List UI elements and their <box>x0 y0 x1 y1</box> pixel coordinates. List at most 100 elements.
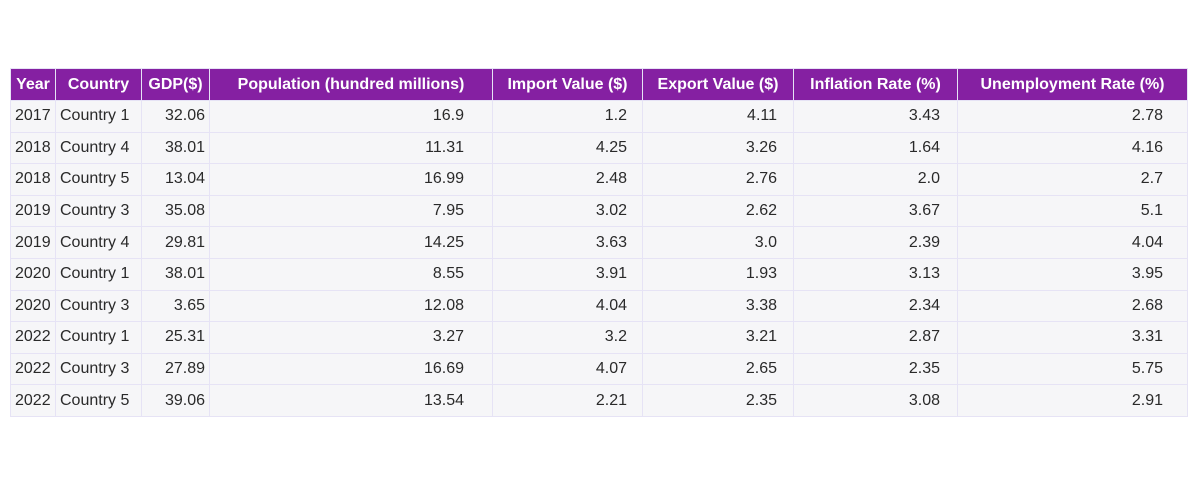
gdp-cell: 39.06 <box>141 384 210 417</box>
inflation-rate-cell: 2.34 <box>793 289 958 323</box>
import-value-cell: 3.91 <box>492 257 643 291</box>
import-value-cell: 1.2 <box>492 100 643 133</box>
import-value-cell: 4.25 <box>492 131 643 165</box>
import-value-cell: 3.63 <box>492 226 643 259</box>
population-cell: 7.95 <box>209 194 493 228</box>
data-table: Year Country GDP($) Population (hundred … <box>10 68 1188 417</box>
year-cell: 2019 <box>10 194 56 228</box>
table-row: 2022 Country 5 39.06 13.54 2.21 2.35 3.08 2.91 <box>10 384 1188 417</box>
gdp-cell: 13.04 <box>141 163 210 196</box>
export-value-cell: 2.35 <box>642 384 794 417</box>
inflation-rate-cell: 2.39 <box>793 226 958 259</box>
column-header-import-value: Import Value ($) <box>492 68 643 101</box>
export-value-cell: 3.21 <box>642 321 794 354</box>
gdp-cell: 25.31 <box>141 321 210 354</box>
import-value-cell: 4.04 <box>492 289 643 323</box>
export-value-cell: 3.26 <box>642 131 794 165</box>
country-cell: Country 3 <box>55 194 142 228</box>
unemployment-rate-cell: 2.78 <box>957 100 1188 133</box>
table-row: 2020 Country 3 3.65 12.08 4.04 3.38 2.34 2.68 <box>10 289 1188 323</box>
table-row: 2017 Country 1 32.06 16.9 1.2 4.11 3.43 2.78 <box>10 100 1188 133</box>
population-cell: 11.31 <box>209 131 493 165</box>
population-cell: 8.55 <box>209 257 493 291</box>
table-row: 2022 Country 3 27.89 16.69 4.07 2.65 2.35 5.75 <box>10 352 1188 386</box>
table-row: 2019 Country 4 29.81 14.25 3.63 3.0 2.39 4.04 <box>10 226 1188 259</box>
unemployment-rate-cell: 2.68 <box>957 289 1188 323</box>
population-cell: 16.99 <box>209 163 493 196</box>
year-cell: 2019 <box>10 226 56 259</box>
column-header-country: Country <box>55 68 142 101</box>
table-header-row: Year Country GDP($) Population (hundred … <box>10 68 1188 101</box>
export-value-cell: 1.93 <box>642 257 794 291</box>
country-cell: Country 4 <box>55 226 142 259</box>
export-value-cell: 3.0 <box>642 226 794 259</box>
country-cell: Country 1 <box>55 257 142 291</box>
column-header-year: Year <box>10 68 56 101</box>
gdp-cell: 38.01 <box>141 257 210 291</box>
population-cell: 13.54 <box>209 384 493 417</box>
column-header-export-value: Export Value ($) <box>642 68 794 101</box>
table-row: 2022 Country 1 25.31 3.27 3.2 3.21 2.87 3.31 <box>10 321 1188 354</box>
year-cell: 2020 <box>10 289 56 323</box>
year-cell: 2022 <box>10 352 56 386</box>
inflation-rate-cell: 3.08 <box>793 384 958 417</box>
gdp-cell: 35.08 <box>141 194 210 228</box>
table-body: 2017 Country 1 32.06 16.9 1.2 4.11 3.43 2.78 201… <box>10 100 1188 417</box>
table-row: 2019 Country 3 35.08 7.95 3.02 2.62 3.67 5.1 <box>10 194 1188 228</box>
inflation-rate-cell: 2.0 <box>793 163 958 196</box>
export-value-cell: 2.65 <box>642 352 794 386</box>
year-cell: 2022 <box>10 321 56 354</box>
gdp-cell: 29.81 <box>141 226 210 259</box>
unemployment-rate-cell: 2.91 <box>957 384 1188 417</box>
column-header-inflation-rate: Inflation Rate (%) <box>793 68 958 101</box>
gdp-cell: 38.01 <box>141 131 210 165</box>
inflation-rate-cell: 3.13 <box>793 257 958 291</box>
population-cell: 3.27 <box>209 321 493 354</box>
unemployment-rate-cell: 3.31 <box>957 321 1188 354</box>
export-value-cell: 2.62 <box>642 194 794 228</box>
year-cell: 2018 <box>10 131 56 165</box>
import-value-cell: 2.48 <box>492 163 643 196</box>
country-cell: Country 3 <box>55 289 142 323</box>
gdp-cell: 32.06 <box>141 100 210 133</box>
export-value-cell: 3.38 <box>642 289 794 323</box>
country-cell: Country 5 <box>55 163 142 196</box>
unemployment-rate-cell: 2.7 <box>957 163 1188 196</box>
import-value-cell: 3.02 <box>492 194 643 228</box>
country-cell: Country 3 <box>55 352 142 386</box>
data-table-container: Year Country GDP($) Population (hundred … <box>10 68 1188 417</box>
export-value-cell: 4.11 <box>642 100 794 133</box>
import-value-cell: 4.07 <box>492 352 643 386</box>
year-cell: 2020 <box>10 257 56 291</box>
population-cell: 16.9 <box>209 100 493 133</box>
inflation-rate-cell: 2.87 <box>793 321 958 354</box>
inflation-rate-cell: 1.64 <box>793 131 958 165</box>
country-cell: Country 4 <box>55 131 142 165</box>
import-value-cell: 3.2 <box>492 321 643 354</box>
column-header-population: Population (hundred millions) <box>209 68 493 101</box>
population-cell: 12.08 <box>209 289 493 323</box>
unemployment-rate-cell: 5.1 <box>957 194 1188 228</box>
population-cell: 14.25 <box>209 226 493 259</box>
country-cell: Country 1 <box>55 321 142 354</box>
year-cell: 2018 <box>10 163 56 196</box>
population-cell: 16.69 <box>209 352 493 386</box>
year-cell: 2022 <box>10 384 56 417</box>
unemployment-rate-cell: 4.16 <box>957 131 1188 165</box>
country-cell: Country 1 <box>55 100 142 133</box>
unemployment-rate-cell: 3.95 <box>957 257 1188 291</box>
export-value-cell: 2.76 <box>642 163 794 196</box>
unemployment-rate-cell: 5.75 <box>957 352 1188 386</box>
column-header-unemployment-rate: Unemployment Rate (%) <box>957 68 1188 101</box>
table-row: 2020 Country 1 38.01 8.55 3.91 1.93 3.13 3.95 <box>10 257 1188 291</box>
table-row: 2018 Country 5 13.04 16.99 2.48 2.76 2.0 2.7 <box>10 163 1188 196</box>
gdp-cell: 3.65 <box>141 289 210 323</box>
inflation-rate-cell: 2.35 <box>793 352 958 386</box>
column-header-gdp: GDP($) <box>141 68 210 101</box>
unemployment-rate-cell: 4.04 <box>957 226 1188 259</box>
inflation-rate-cell: 3.67 <box>793 194 958 228</box>
inflation-rate-cell: 3.43 <box>793 100 958 133</box>
country-cell: Country 5 <box>55 384 142 417</box>
gdp-cell: 27.89 <box>141 352 210 386</box>
import-value-cell: 2.21 <box>492 384 643 417</box>
